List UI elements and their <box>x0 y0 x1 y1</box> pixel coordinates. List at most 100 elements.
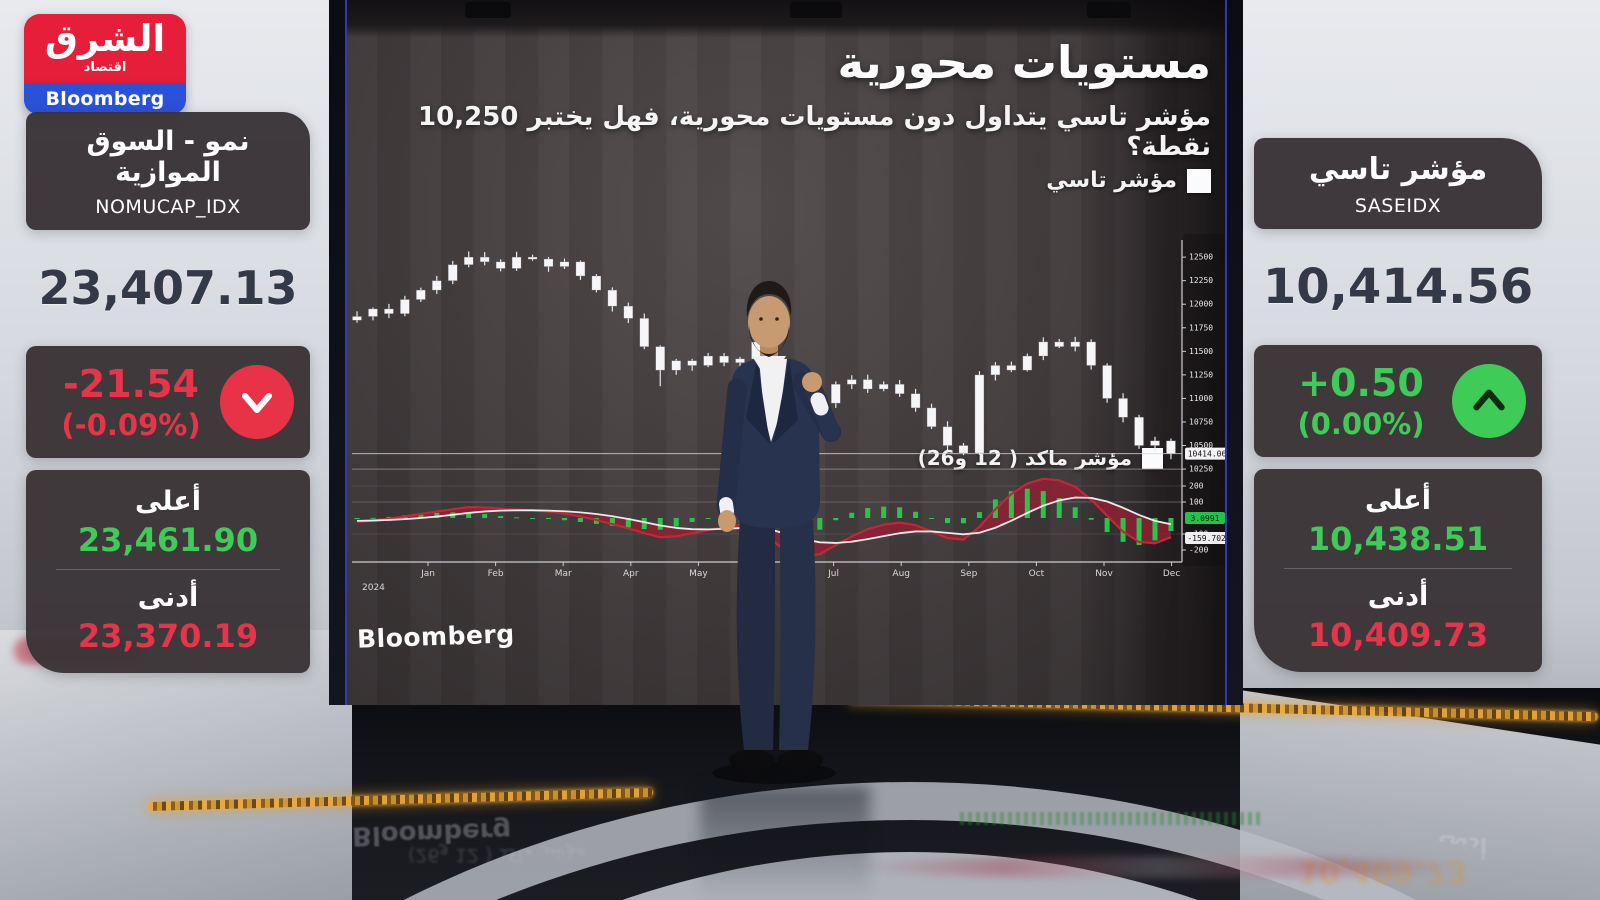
tasi-panel: مؤشر تاسي SASEIDX 10,414.56 +0.50 (0.00%… <box>1254 138 1542 672</box>
presenter-hair <box>746 281 792 318</box>
svg-text:-200: -200 <box>1189 546 1208 555</box>
nomu-low: 23,370.19 <box>77 617 259 655</box>
tasi-change: +0.50 <box>1298 361 1424 405</box>
presenter-reflection <box>700 786 870 900</box>
svg-text:Sep: Sep <box>960 569 977 579</box>
svg-text:Aug: Aug <box>892 569 910 579</box>
ceiling-light <box>790 2 842 18</box>
svg-text:12250: 12250 <box>1189 276 1213 285</box>
tasi-value: 10,414.56 <box>1262 259 1534 315</box>
iqtisad-text: اقتصاد <box>83 60 127 75</box>
presenter-eye <box>759 317 763 321</box>
svg-text:Mar: Mar <box>555 569 572 579</box>
screen-edge-shade <box>1085 0 1225 705</box>
presenter <box>712 281 841 784</box>
price-legend: مؤشر تاسي <box>1046 168 1211 193</box>
bloomberg-logo-band: Bloomberg <box>24 84 186 114</box>
svg-text:Jan: Jan <box>420 569 435 579</box>
svg-text:10500: 10500 <box>1189 441 1213 450</box>
screen-bezel-right <box>1225 0 1243 705</box>
white-square-icon <box>1187 168 1211 193</box>
svg-text:100: 100 <box>1189 498 1204 507</box>
svg-text:Oct: Oct <box>1029 569 1045 579</box>
svg-text:Feb: Feb <box>488 569 504 579</box>
down-arrow-icon <box>220 365 294 439</box>
svg-text:-159.7027: -159.7027 <box>1187 534 1225 543</box>
tasi-panel-header: مؤشر تاسي SASEIDX <box>1254 138 1542 229</box>
low-label: أدنى <box>1367 581 1429 612</box>
presenter-hand <box>718 510 736 532</box>
white-square-icon <box>1142 447 1163 469</box>
svg-text:May: May <box>689 569 708 579</box>
presenter-lapel <box>773 359 798 444</box>
svg-text:10750: 10750 <box>1189 417 1213 426</box>
tasi-change-pct: (0.00%) <box>1297 407 1425 441</box>
nomu-panel: نمو - السوق الموازية NOMUCAP_IDX 23,407.… <box>26 112 310 673</box>
nomu-ticker: NOMUCAP_IDX <box>95 196 241 218</box>
presenter-hand <box>802 372 822 392</box>
presenter-lapel <box>746 359 770 444</box>
svg-text:10414.06: 10414.06 <box>1188 450 1225 459</box>
nomu-panel-header: نمو - السوق الموازية NOMUCAP_IDX <box>26 112 310 230</box>
channel-logo: الشرق اقتصاد Bloomberg <box>24 14 186 114</box>
svg-text:Apr: Apr <box>623 569 639 579</box>
presenter-face <box>748 296 790 348</box>
divider <box>56 569 280 570</box>
low-label: أدنى <box>137 582 199 613</box>
macd-legend: مؤشر ماكد ( 12 و26) <box>918 446 1163 470</box>
tasi-ticker: SASEIDX <box>1354 195 1442 217</box>
tasi-low: 10,409.73 <box>1307 616 1489 654</box>
tasi-change-box: +0.50 (0.00%) <box>1254 345 1542 457</box>
presenter-arm <box>716 378 747 516</box>
presenter-leg <box>779 520 816 750</box>
svg-text:Nov: Nov <box>1095 569 1113 579</box>
nomu-title: نمو - السوق الموازية <box>86 126 250 188</box>
svg-text:Dec: Dec <box>1163 569 1180 579</box>
presenter-shoe <box>729 750 775 770</box>
ceiling-light <box>465 2 511 18</box>
macd-legend-reflection: مؤشر ماكد ( 12 و26) <box>408 844 586 866</box>
asharq-logo-text: الشرق <box>44 17 166 60</box>
tasi-hilo-box: أعلى 10,438.51 أدنى 10,409.73 <box>1254 469 1542 672</box>
presenter-cuff <box>719 497 734 518</box>
histogram-reflection <box>960 812 1260 825</box>
svg-text:2024: 2024 <box>362 583 385 593</box>
nomu-hilo-box: أعلى 23,461.90 أدنى 23,370.19 <box>26 470 310 673</box>
presenter-leg <box>736 520 775 750</box>
screen-bezel-left <box>329 0 347 705</box>
svg-text:11000: 11000 <box>1189 394 1213 403</box>
svg-text:12000: 12000 <box>1189 300 1213 309</box>
presenter-shoe <box>777 750 823 770</box>
divider <box>1284 568 1512 569</box>
svg-text:3.0991: 3.0991 <box>1191 514 1220 523</box>
presenter-collar <box>752 356 786 372</box>
up-arrow-icon <box>1452 364 1526 438</box>
svg-text:200: 200 <box>1189 482 1204 491</box>
presenter-cuff <box>810 392 829 416</box>
nomu-change-box: -21.54 (-0.09%) <box>26 346 310 458</box>
svg-text:11750: 11750 <box>1189 323 1213 332</box>
svg-text:Jul: Jul <box>827 569 839 579</box>
macd-legend-label: مؤشر ماكد ( 12 و26) <box>917 446 1132 470</box>
svg-text:10250: 10250 <box>1189 465 1213 474</box>
nomu-change-pct: (-0.09%) <box>61 408 201 442</box>
nomu-value: 23,407.13 <box>38 261 298 315</box>
nomu-high: 23,461.90 <box>77 521 259 559</box>
high-label: أعلى <box>1364 485 1432 516</box>
tasi-high: 10,438.51 <box>1307 520 1489 558</box>
high-label: أعلى <box>134 486 202 517</box>
svg-text:12500: 12500 <box>1189 253 1213 262</box>
headline: مستويات محورية <box>837 36 1211 89</box>
price-legend-label: مؤشر تاسي <box>1046 168 1177 193</box>
tasi-title: مؤشر تاسي <box>1308 152 1488 187</box>
presenter-eye <box>775 317 779 321</box>
bloomberg-logo-text: Bloomberg <box>45 88 165 110</box>
floor-left-light <box>0 630 352 900</box>
subheadline: مؤشر تاسي يتداول دون مستويات محورية، فهل… <box>418 102 1211 162</box>
asharq-logo: الشرق اقتصاد <box>24 14 186 84</box>
svg-text:11500: 11500 <box>1189 347 1213 356</box>
macd-ribbon-reflection <box>850 856 1470 878</box>
nomu-change: -21.54 <box>63 362 199 406</box>
svg-text:11250: 11250 <box>1189 370 1213 379</box>
